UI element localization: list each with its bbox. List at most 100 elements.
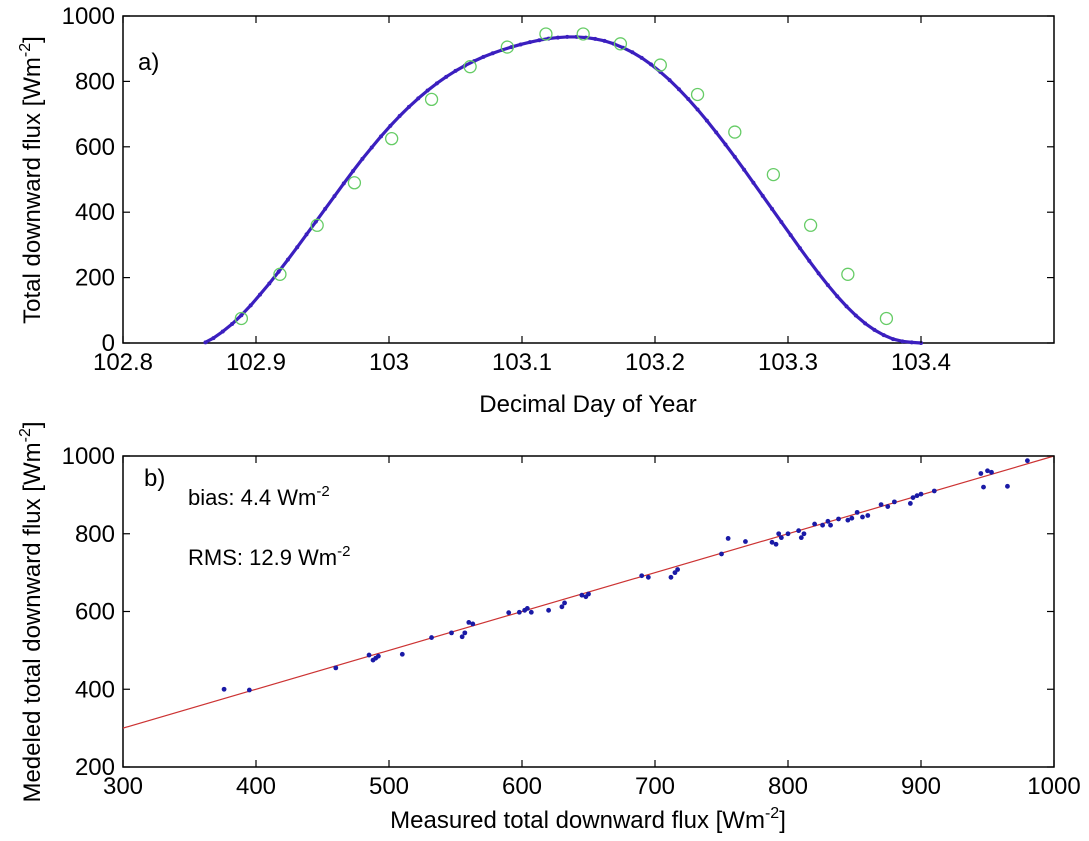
x-ticks-b: 300 400 500 600 700 800 900 1000 xyxy=(103,456,1081,800)
modeled-point xyxy=(276,269,281,274)
y-tick-label: 200 xyxy=(75,265,115,292)
comparison-point xyxy=(375,653,381,659)
comparison-point xyxy=(562,600,567,606)
rms-annotation-main: RMS: 12.9 Wm xyxy=(188,545,337,570)
series-line-a xyxy=(204,35,922,345)
rms-annotation-sup: -2 xyxy=(337,543,350,560)
modeled-point xyxy=(203,340,208,345)
modeled-point xyxy=(742,167,747,172)
modeled-point xyxy=(323,206,328,211)
modeled-point xyxy=(676,87,681,92)
comparison-point xyxy=(918,491,924,497)
comparison-point xyxy=(981,484,986,490)
x-tick-label: 103.4 xyxy=(891,349,951,376)
modeled-point xyxy=(844,304,849,309)
y-axis-title-b-main: Medeled total downward flux [Wm xyxy=(19,442,46,802)
modeled-point xyxy=(816,271,821,276)
y-tick-label: 1000 xyxy=(62,443,115,470)
x-tick-label: 400 xyxy=(236,773,276,800)
modeled-point xyxy=(285,257,290,262)
comparison-point xyxy=(910,495,916,500)
modeled-point xyxy=(388,123,393,128)
comparison-point xyxy=(892,499,897,505)
comparison-point xyxy=(546,607,551,613)
y-tick-label: 0 xyxy=(102,330,115,357)
series-circles-a xyxy=(234,27,894,326)
bias-annotation-sup: -2 xyxy=(316,483,329,500)
comparison-point xyxy=(668,574,674,580)
modeled-point xyxy=(341,181,346,186)
comparison-point xyxy=(907,501,913,506)
modeled-point xyxy=(397,114,402,119)
x-tick-label: 700 xyxy=(635,773,675,800)
y-axis-title-a-main: Total downward flux [Wm xyxy=(19,57,46,324)
bias-annotation-main: bias: 4.4 Wm xyxy=(188,485,316,510)
panel-label-b: b) xyxy=(144,465,165,492)
comparison-point xyxy=(860,514,865,520)
y-ticks-b: 200 400 600 800 1000 xyxy=(62,443,1054,781)
modeled-point xyxy=(649,62,654,67)
modeled-point xyxy=(686,97,691,102)
modeled-point xyxy=(704,118,709,123)
comparison-point xyxy=(586,591,591,597)
measured-point xyxy=(613,37,628,51)
y-tick-label: 400 xyxy=(75,676,115,703)
x-tick-label: 103 xyxy=(369,349,409,376)
comparison-point xyxy=(528,609,534,615)
comparison-point xyxy=(1005,483,1010,489)
comparison-point xyxy=(516,609,522,615)
x-axis-title-b-main: Measured total downward flux [Wm xyxy=(390,807,765,834)
comparison-point xyxy=(246,687,252,693)
y-axis-title-a-sup: -2 xyxy=(17,43,34,57)
comparison-point xyxy=(466,619,472,625)
modeled-point xyxy=(369,145,374,150)
x-tick-label: 800 xyxy=(768,773,808,800)
measured-point xyxy=(803,218,818,232)
comparison-point xyxy=(773,541,779,547)
y-tick-label: 1000 xyxy=(62,3,115,30)
x-ticks-a: 102.8 102.9 103 103.1 103.2 103.3 103.4 xyxy=(93,16,951,376)
y-ticks-a: 0 200 400 600 800 1000 xyxy=(62,3,1054,357)
comparison-point xyxy=(719,551,724,557)
comparison-point xyxy=(769,539,775,545)
panel-a: 102.8 102.9 103 103.1 103.2 103.3 103.4 0 200 40… xyxy=(17,3,1055,418)
modeled-point xyxy=(891,337,896,342)
comparison-point xyxy=(399,651,405,657)
modeled-point xyxy=(425,88,430,93)
comparison-point xyxy=(366,652,372,658)
x-axis-title-b-sup: -2 xyxy=(765,805,779,822)
x-tick-label: 500 xyxy=(369,773,409,800)
measured-point xyxy=(690,87,705,102)
modeled-point xyxy=(555,35,560,40)
measured-point xyxy=(539,27,553,41)
comparison-point xyxy=(836,516,841,522)
measured-point xyxy=(347,176,362,190)
measured-point xyxy=(841,267,855,281)
modeled-point xyxy=(770,206,775,211)
comparison-point xyxy=(743,539,748,544)
x-tick-label: 102.8 xyxy=(93,349,153,376)
measured-point xyxy=(463,60,477,74)
comparison-point xyxy=(801,531,807,537)
panel-b: 300 400 500 600 700 800 900 1000 200 400 600 800 10… xyxy=(17,421,1081,834)
x-tick-label: 300 xyxy=(103,773,143,800)
comparison-point xyxy=(854,509,860,515)
modeled-point xyxy=(797,246,802,251)
measured-point xyxy=(424,92,439,107)
bias-annotation: bias: 4.4 Wm-2 xyxy=(188,483,330,510)
modeled-point xyxy=(332,194,337,199)
comparison-point xyxy=(865,513,871,518)
modeled-point xyxy=(723,142,728,147)
modeled-point xyxy=(863,321,868,326)
comparison-point xyxy=(778,535,784,541)
modeled-point xyxy=(825,283,830,288)
comparison-point xyxy=(470,621,476,627)
modeled-point xyxy=(313,219,318,224)
comparison-point xyxy=(449,630,454,636)
y-tick-label: 800 xyxy=(75,521,115,548)
measured-point xyxy=(234,311,249,326)
y-tick-label: 400 xyxy=(75,199,115,226)
modeled-point xyxy=(537,38,542,43)
comparison-point xyxy=(878,502,884,507)
